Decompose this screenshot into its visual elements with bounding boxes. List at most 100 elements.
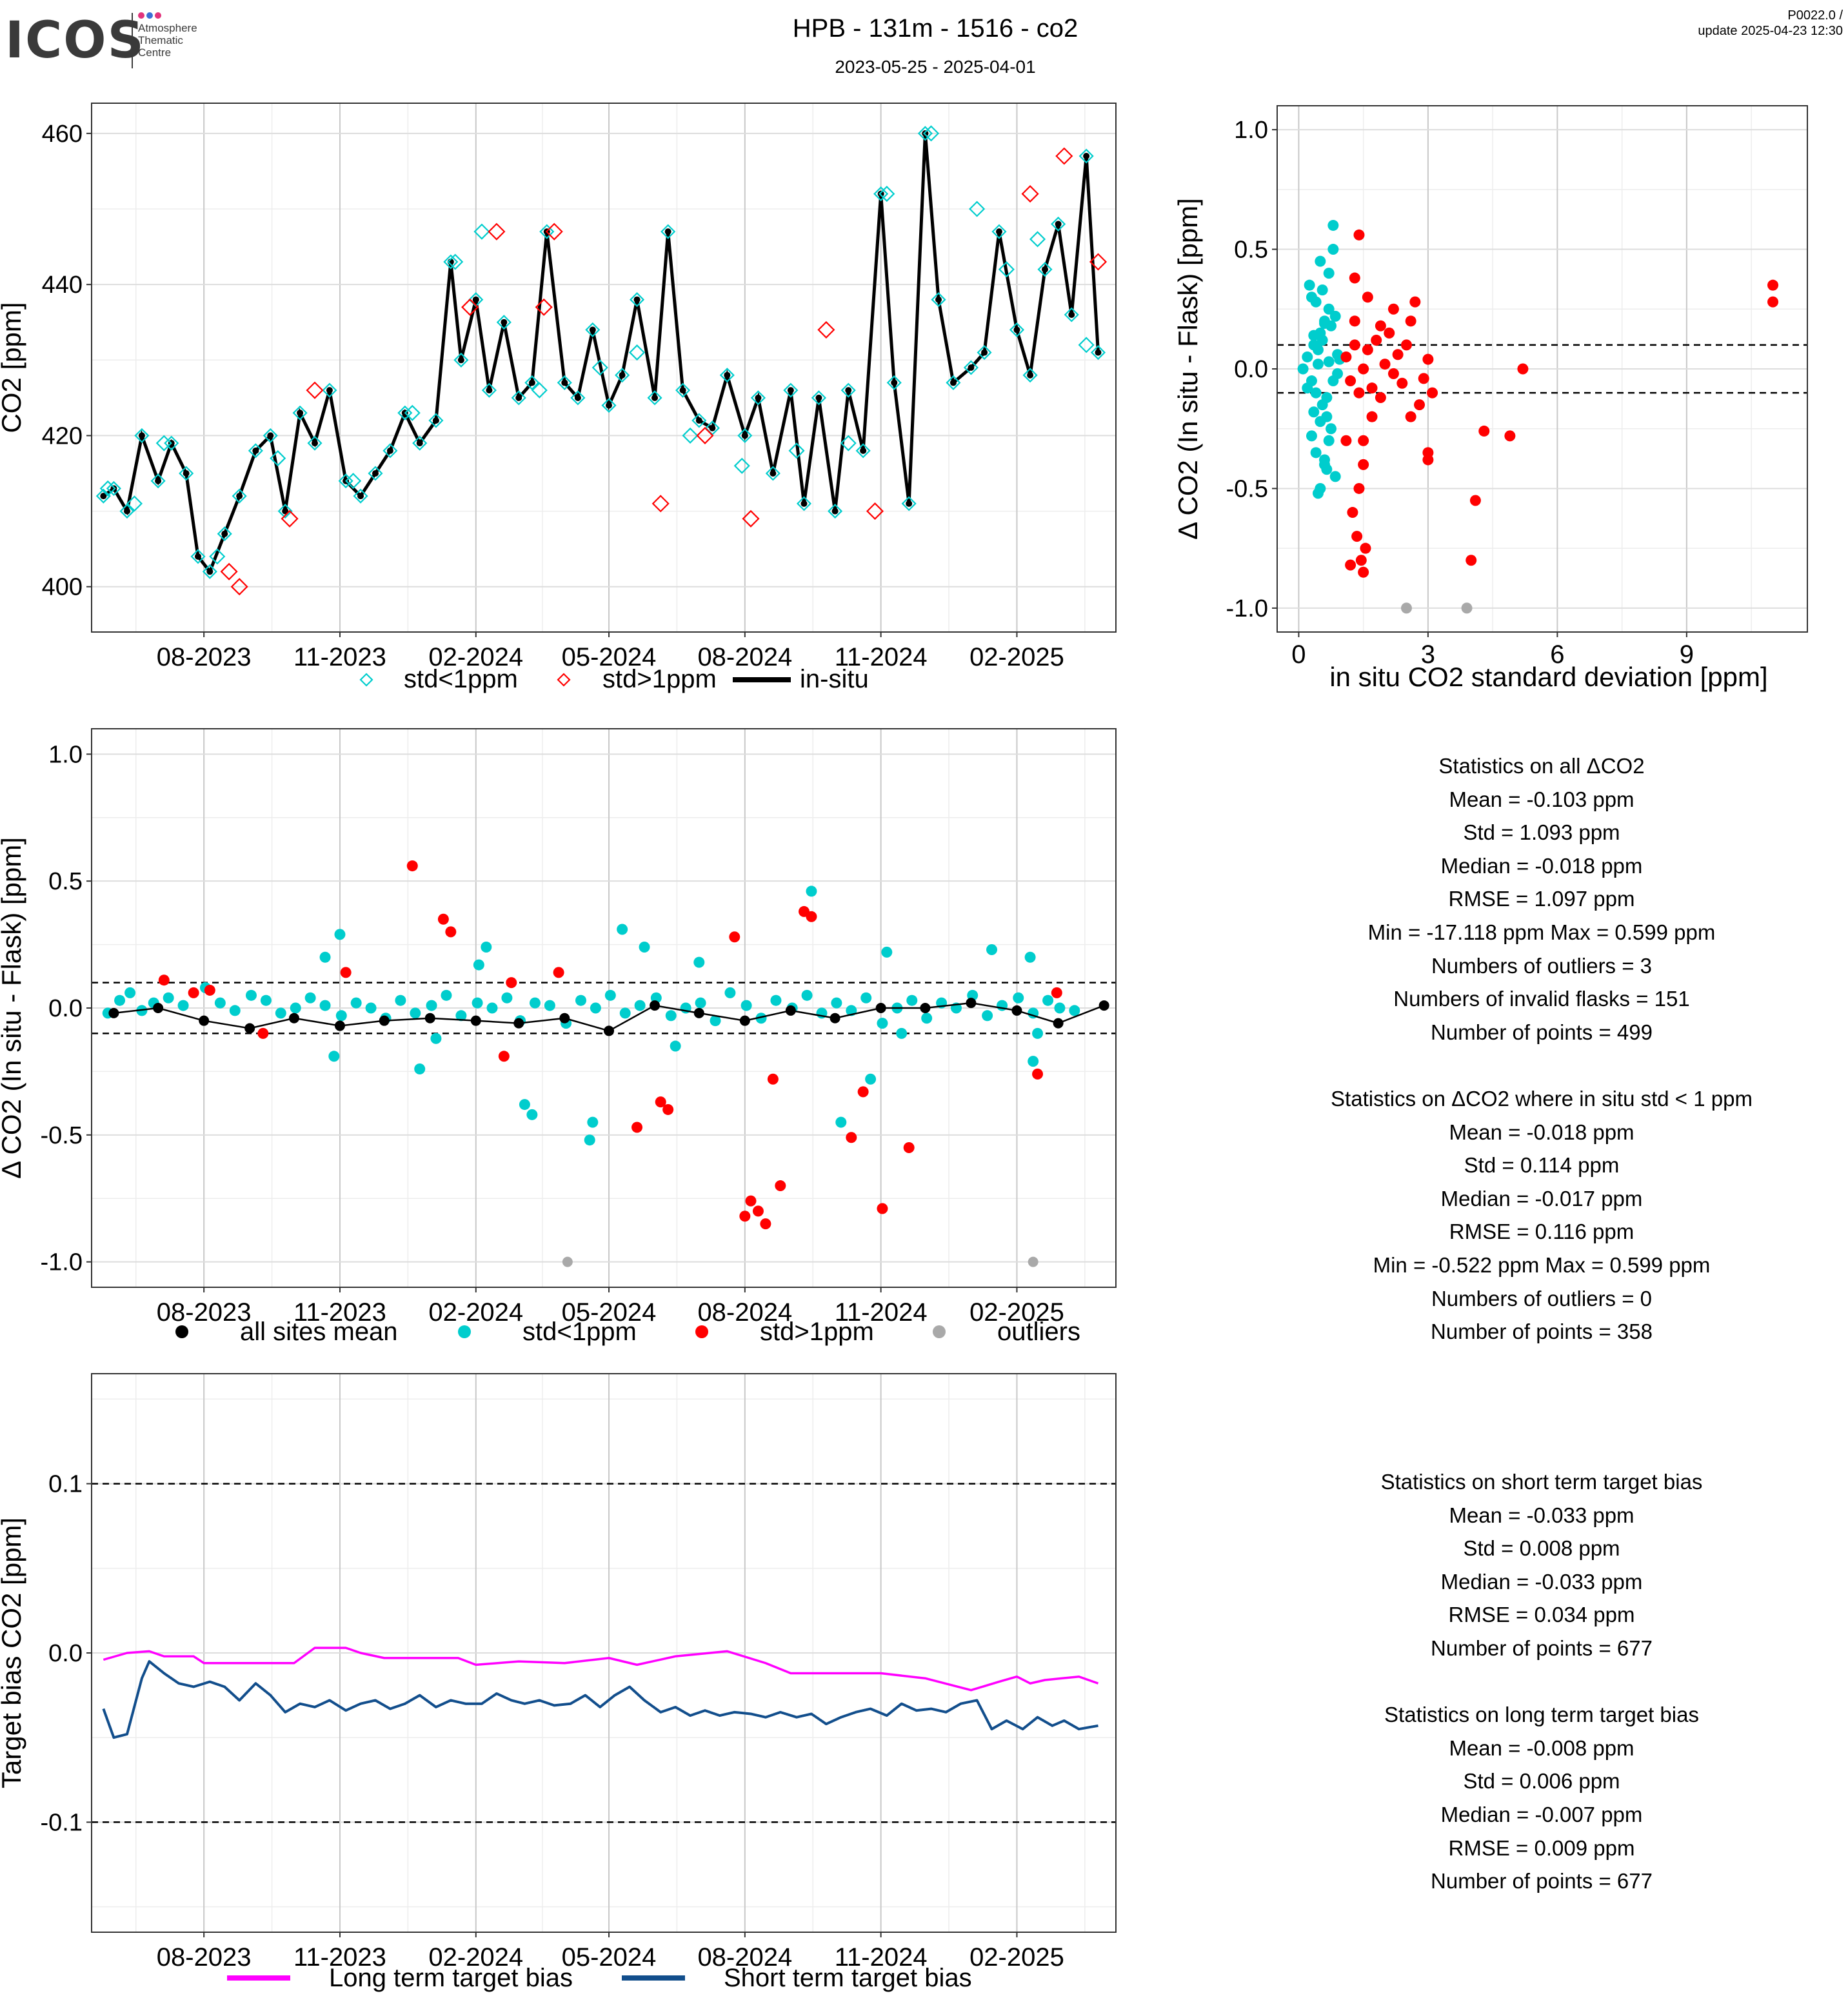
y-tick-label: 0.0: [48, 995, 83, 1022]
y-tick-label: 1.0: [1234, 117, 1268, 144]
data-point: [1037, 262, 1053, 277]
data-point: [923, 125, 940, 142]
data-point: [886, 375, 902, 390]
data-point: [574, 394, 581, 401]
data-point: [775, 1180, 786, 1192]
data-point: [123, 508, 130, 515]
data-point: [357, 493, 364, 500]
x-tick-label: 6: [1550, 640, 1564, 669]
data-point: [903, 1142, 915, 1153]
data-point: [675, 382, 691, 398]
data-point: [1312, 344, 1324, 355]
data-point: [1461, 602, 1473, 614]
data-point: [655, 1096, 666, 1108]
data-point: [1032, 1068, 1044, 1080]
data-point: [1013, 992, 1024, 1004]
stat-line: Median = -0.018 ppm: [1440, 853, 1643, 878]
data-point: [365, 1002, 377, 1014]
data-point: [267, 432, 274, 439]
data-point: [719, 368, 735, 383]
stat-spacer: [1238, 1049, 1845, 1082]
data-point: [998, 261, 1015, 278]
data-point: [606, 402, 613, 409]
logo-sub-line: Thematic: [138, 34, 183, 46]
data-point: [855, 443, 871, 459]
data-point: [1358, 363, 1369, 375]
logo-sub-line: Centre: [138, 46, 172, 59]
data-point: [368, 466, 383, 481]
stat-line: Median = -0.017 ppm: [1440, 1186, 1643, 1211]
data-point: [236, 493, 243, 500]
data-point: [742, 509, 760, 528]
data-point: [729, 931, 740, 943]
data-point: [288, 1013, 299, 1023]
data-point: [372, 470, 379, 477]
data-point: [906, 500, 913, 507]
y-tick-label: 460: [42, 121, 83, 148]
y-tick-label: -0.1: [41, 1809, 83, 1836]
data-point: [334, 929, 346, 940]
data-point: [817, 321, 835, 339]
data-point: [1767, 296, 1779, 308]
data-point: [695, 997, 706, 1009]
delta-timeseries-chart: -1.0 -0.5 0.0 0.5 1.0 Δ CO2 (In situ - Flask)…: [0, 728, 1117, 1346]
data-point: [1340, 435, 1352, 446]
stat-line: Std = 0.008 ppm: [1463, 1536, 1620, 1561]
data-point: [458, 1325, 471, 1338]
x-tick-label: 02-2025: [969, 1298, 1064, 1327]
data-point: [982, 1010, 993, 1022]
data-point: [1297, 363, 1309, 375]
data-point: [570, 390, 586, 406]
page-title: HPB - 131m - 1516 - co2: [792, 14, 1078, 43]
x-tick-label: 11-2024: [835, 1298, 928, 1327]
stat-line: Std = 0.114 ppm: [1464, 1153, 1620, 1178]
data-point: [740, 1000, 752, 1011]
update-timestamp: update 2025-04-23 12:30: [1698, 24, 1843, 38]
data-point: [995, 228, 1002, 235]
stat-line: RMSE = 0.034 ppm: [1448, 1603, 1635, 1627]
data-point: [1022, 368, 1038, 383]
data-point: [473, 223, 490, 240]
data-point: [693, 1007, 704, 1018]
data-point: [1323, 268, 1335, 279]
data-point: [709, 424, 716, 431]
data-point: [921, 1013, 933, 1024]
data-point: [194, 553, 201, 560]
data-point: [179, 466, 194, 481]
data-point: [1315, 416, 1326, 428]
data-point: [229, 1005, 241, 1016]
data-point: [183, 470, 190, 477]
data-point: [312, 440, 319, 447]
data-point: [410, 1007, 421, 1019]
stat-line: Numbers of invalid flasks = 151: [1393, 987, 1690, 1011]
data-point: [1347, 507, 1358, 519]
data-point: [601, 398, 617, 413]
data-point: [695, 417, 702, 424]
data-point: [1375, 392, 1386, 404]
data-point: [134, 428, 150, 443]
data-point: [386, 447, 393, 454]
data-point: [353, 488, 368, 504]
stat-line: Statistics on ΔCO2 where in situ std < 1…: [1331, 1086, 1753, 1111]
data-point: [108, 1007, 119, 1018]
data-point: [432, 417, 439, 424]
stat-line: Min = -0.522 ppm Max = 0.599 ppm: [1373, 1252, 1711, 1277]
data-point: [297, 410, 304, 417]
data-point: [1095, 349, 1102, 356]
data-point: [244, 1023, 255, 1034]
data-point: [845, 387, 852, 394]
data-point: [557, 375, 572, 390]
data-point: [1042, 266, 1049, 273]
data-point: [461, 298, 479, 316]
x-tick-label: 08-2023: [157, 643, 252, 671]
legend-label: std<1ppm: [522, 1318, 637, 1346]
data-point: [447, 253, 464, 270]
data-point: [1024, 951, 1036, 963]
data-point: [1064, 307, 1079, 322]
data-point: [770, 994, 782, 1006]
data-point: [991, 224, 1007, 239]
data-point: [416, 440, 423, 447]
data-point: [245, 989, 257, 1001]
data-point: [1055, 147, 1073, 165]
data-point: [379, 1015, 390, 1026]
